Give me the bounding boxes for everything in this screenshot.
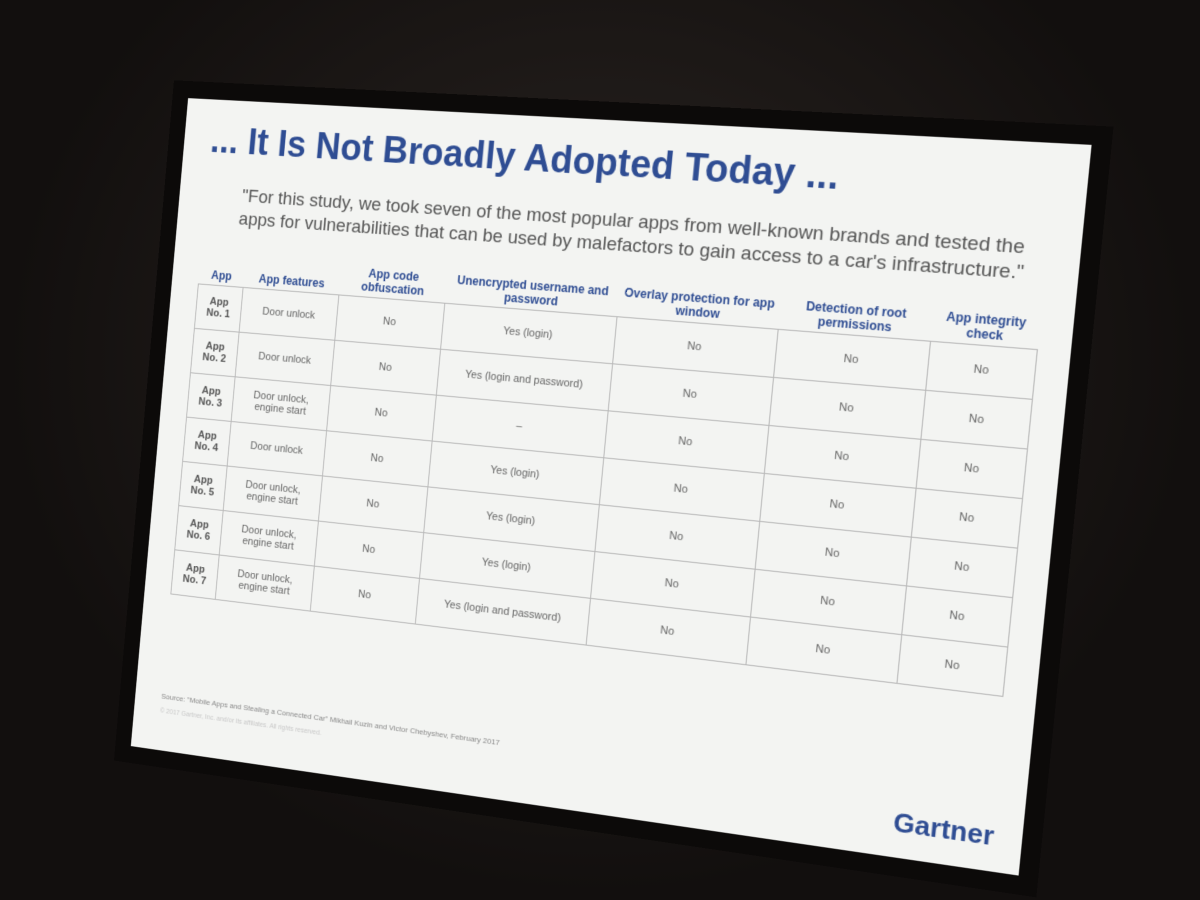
table-cell: App No. 7 — [170, 549, 220, 600]
slide: ... It Is Not Broadly Adopted Today ... … — [130, 98, 1092, 876]
table-cell: App No. 5 — [178, 461, 228, 511]
table-cell: App No. 6 — [174, 505, 224, 555]
logo: Gartner — [892, 806, 996, 852]
table-cell: Door unlock, engine start — [215, 554, 315, 612]
table-cell: App No. 4 — [182, 417, 232, 467]
table: App App features App code obfuscation Unenc… — [170, 251, 1041, 697]
table-cell: No — [925, 341, 1038, 400]
slide-title: ... It Is Not Broadly Adopted Today ... — [208, 120, 841, 199]
table-cell: Door unlock — [239, 287, 339, 341]
table-body: App No. 1 Door unlock No Yes (login) No No No A… — [170, 283, 1038, 697]
table-cell: App No. 2 — [190, 328, 240, 377]
table-cell: App No. 1 — [194, 283, 244, 333]
table-cell: App No. 3 — [186, 372, 236, 422]
column-header: App — [210, 268, 233, 284]
